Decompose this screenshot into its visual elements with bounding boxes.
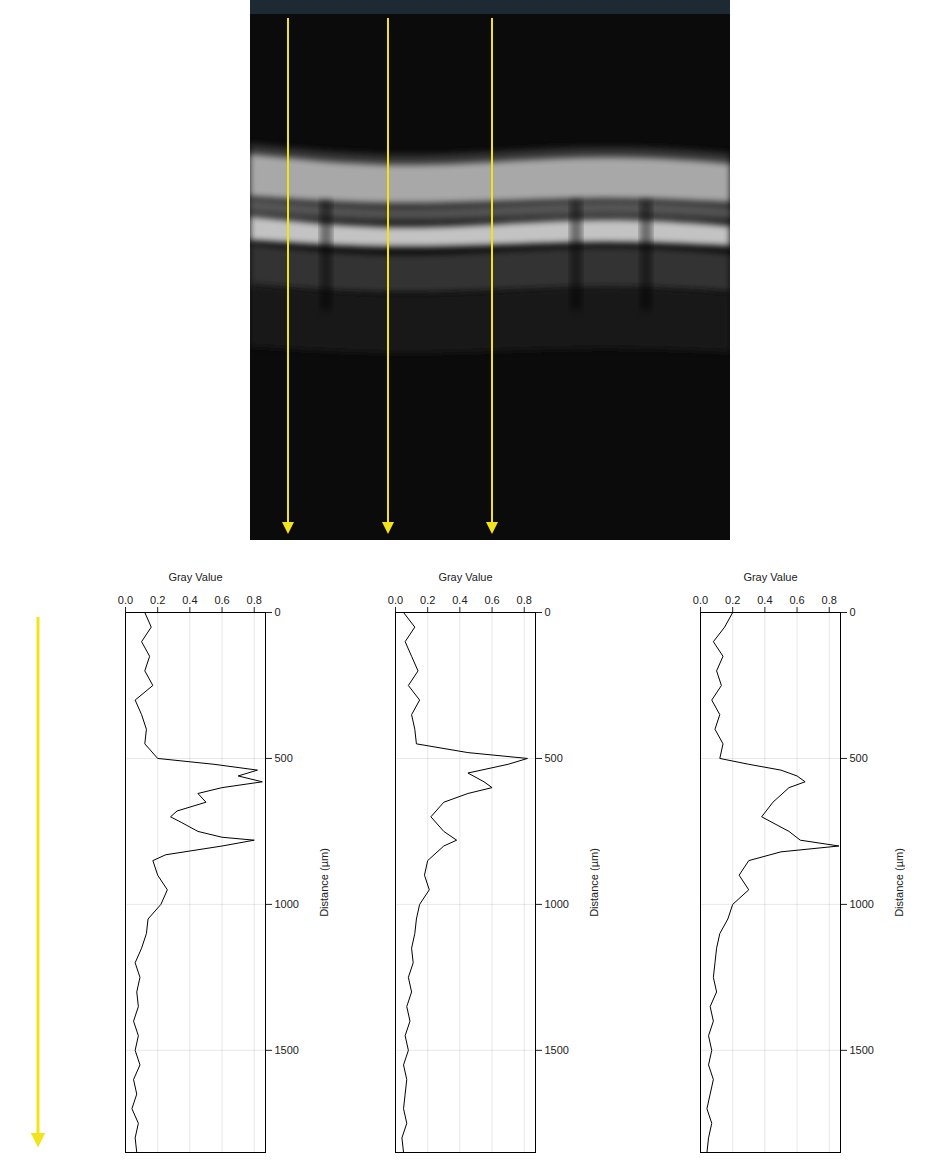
svg-text:500: 500 bbox=[545, 752, 563, 764]
svg-text:0.0: 0.0 bbox=[118, 594, 133, 606]
svg-text:0.4: 0.4 bbox=[452, 594, 467, 606]
svg-text:0.0: 0.0 bbox=[388, 594, 403, 606]
svg-text:0: 0 bbox=[275, 606, 281, 618]
svg-text:0.2: 0.2 bbox=[725, 594, 740, 606]
svg-text:1500: 1500 bbox=[850, 1044, 874, 1056]
svg-text:0.4: 0.4 bbox=[757, 594, 772, 606]
svg-text:Distance (µm): Distance (µm) bbox=[893, 848, 905, 917]
svg-text:0: 0 bbox=[545, 606, 551, 618]
svg-text:0.6: 0.6 bbox=[484, 594, 499, 606]
svg-text:0.4: 0.4 bbox=[182, 594, 197, 606]
svg-text:0.6: 0.6 bbox=[789, 594, 804, 606]
svg-text:1000: 1000 bbox=[275, 898, 299, 910]
svg-text:1000: 1000 bbox=[545, 898, 569, 910]
svg-text:1500: 1500 bbox=[545, 1044, 569, 1056]
svg-text:0.8: 0.8 bbox=[822, 594, 837, 606]
svg-text:0.2: 0.2 bbox=[420, 594, 435, 606]
svg-text:0: 0 bbox=[850, 606, 856, 618]
svg-text:0.2: 0.2 bbox=[150, 594, 165, 606]
svg-text:Gray Value: Gray Value bbox=[438, 571, 492, 583]
svg-text:Distance (µm): Distance (µm) bbox=[588, 848, 600, 917]
svg-text:Gray Value: Gray Value bbox=[168, 571, 222, 583]
svg-text:500: 500 bbox=[275, 752, 293, 764]
svg-text:0.8: 0.8 bbox=[517, 594, 532, 606]
svg-text:1500: 1500 bbox=[275, 1044, 299, 1056]
svg-text:Distance (µm): Distance (µm) bbox=[318, 848, 330, 917]
svg-text:500: 500 bbox=[850, 752, 868, 764]
svg-text:Gray Value: Gray Value bbox=[743, 571, 797, 583]
svg-text:0.6: 0.6 bbox=[214, 594, 229, 606]
svg-text:0.8: 0.8 bbox=[247, 594, 262, 606]
svg-text:0.0: 0.0 bbox=[693, 594, 708, 606]
svg-text:1000: 1000 bbox=[850, 898, 874, 910]
